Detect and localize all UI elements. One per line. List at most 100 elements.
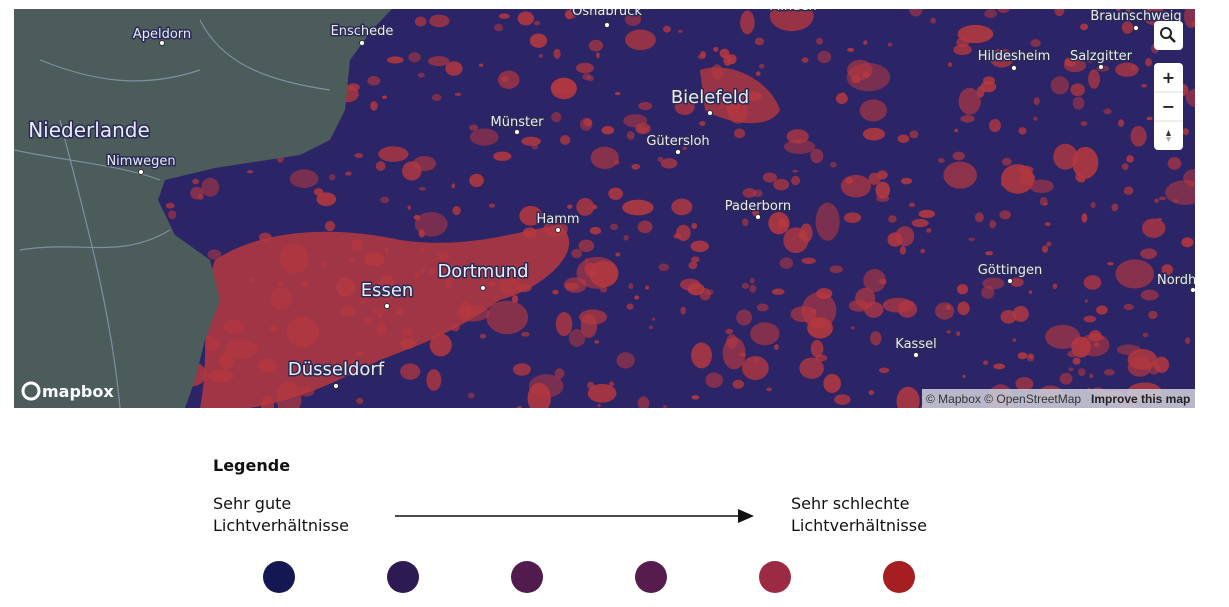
urban-area bbox=[356, 397, 364, 405]
urban-area bbox=[1044, 222, 1051, 227]
compass[interactable] bbox=[1166, 137, 1171, 142]
logo-icon[interactable] bbox=[21, 381, 41, 401]
urban-area bbox=[908, 202, 916, 208]
urban-area bbox=[1067, 350, 1078, 358]
urban-area bbox=[726, 334, 738, 349]
urban-area bbox=[451, 183, 456, 189]
urban-area bbox=[286, 317, 320, 348]
urban-area bbox=[645, 285, 650, 290]
urban-area bbox=[1130, 64, 1137, 71]
urban-area bbox=[952, 151, 965, 161]
city-dot bbox=[359, 40, 365, 46]
urban-area bbox=[1018, 127, 1027, 135]
urban-area bbox=[691, 222, 698, 230]
urban-area bbox=[749, 284, 757, 293]
urban-area bbox=[738, 352, 746, 357]
urban-area bbox=[400, 338, 416, 349]
urban-area bbox=[636, 126, 649, 133]
urban-area bbox=[1030, 39, 1041, 48]
urban-area bbox=[935, 302, 955, 320]
urban-area bbox=[1148, 310, 1158, 320]
urban-area bbox=[316, 192, 337, 206]
urban-area bbox=[945, 304, 951, 311]
urban-area bbox=[1126, 9, 1131, 13]
urban-area bbox=[1121, 163, 1129, 171]
urban-area bbox=[862, 127, 886, 141]
urban-area bbox=[429, 268, 437, 275]
urban-area bbox=[413, 214, 421, 221]
urban-area bbox=[887, 42, 893, 47]
urban-area bbox=[769, 9, 814, 32]
place-label: Hildesheim bbox=[978, 49, 1051, 64]
urban-area bbox=[427, 56, 450, 67]
urban-area bbox=[920, 248, 925, 254]
urban-area bbox=[727, 98, 749, 124]
urban-area bbox=[498, 13, 510, 19]
urban-area bbox=[1153, 356, 1170, 373]
search-button[interactable] bbox=[1154, 21, 1183, 50]
urban-area bbox=[1080, 23, 1089, 31]
urban-area bbox=[680, 306, 687, 315]
urban-area bbox=[1015, 377, 1034, 391]
urban-area bbox=[386, 56, 404, 64]
urban-area bbox=[1158, 196, 1167, 201]
urban-area bbox=[662, 405, 668, 408]
urban-area bbox=[930, 17, 936, 24]
urban-area bbox=[896, 386, 920, 408]
logo[interactable]: mapbox bbox=[42, 382, 114, 401]
urban-area bbox=[750, 322, 780, 346]
urban-area bbox=[899, 245, 907, 255]
place-label: Göttingen bbox=[978, 263, 1043, 278]
urban-area bbox=[395, 308, 404, 315]
urban-area bbox=[279, 243, 309, 274]
urban-area bbox=[298, 385, 315, 397]
urban-area bbox=[1083, 315, 1097, 323]
zoom-in[interactable]: + bbox=[1162, 68, 1175, 87]
legend-right: Sehr schlechte bbox=[791, 494, 909, 513]
urban-area bbox=[589, 226, 602, 235]
urban-area bbox=[1142, 332, 1149, 338]
urban-area bbox=[278, 281, 284, 287]
urban-area bbox=[752, 189, 763, 198]
urban-area bbox=[1185, 337, 1191, 345]
improve-link[interactable]: Improve this map bbox=[1091, 392, 1190, 406]
urban-area bbox=[774, 344, 779, 350]
urban-area bbox=[816, 37, 824, 45]
urban-area bbox=[870, 331, 882, 346]
urban-area bbox=[479, 333, 487, 339]
compass[interactable] bbox=[1166, 130, 1171, 136]
urban-area bbox=[953, 44, 972, 56]
urban-area bbox=[601, 125, 614, 135]
urban-area bbox=[459, 301, 472, 318]
urban-area bbox=[954, 128, 959, 133]
urban-area bbox=[488, 281, 497, 287]
urban-area bbox=[260, 395, 275, 408]
urban-area bbox=[575, 62, 594, 74]
legend-arrowhead bbox=[738, 509, 754, 523]
urban-area bbox=[576, 197, 595, 216]
urban-area bbox=[1018, 165, 1034, 174]
urban-area bbox=[938, 158, 945, 163]
urban-area bbox=[1084, 299, 1088, 303]
urban-area bbox=[538, 53, 543, 59]
urban-area bbox=[800, 223, 813, 243]
urban-area bbox=[626, 303, 634, 310]
urban-area bbox=[918, 209, 936, 219]
zoom-out[interactable]: − bbox=[1162, 97, 1175, 116]
city-dot bbox=[675, 149, 681, 155]
urban-area bbox=[452, 205, 461, 216]
urban-area bbox=[336, 277, 356, 297]
urban-area bbox=[713, 46, 719, 52]
urban-area bbox=[909, 9, 923, 17]
place-label: Osnabrück bbox=[572, 4, 642, 19]
urban-area bbox=[347, 83, 360, 92]
urban-area bbox=[190, 186, 204, 200]
attribution[interactable]: © Mapbox © OpenStreetMap bbox=[926, 392, 1081, 406]
urban-area bbox=[674, 98, 695, 115]
legend-swatch bbox=[759, 561, 791, 593]
urban-area bbox=[596, 52, 600, 59]
urban-area bbox=[988, 118, 1001, 133]
city-dot bbox=[913, 352, 919, 358]
urban-area bbox=[982, 277, 1005, 290]
urban-area bbox=[559, 134, 571, 145]
